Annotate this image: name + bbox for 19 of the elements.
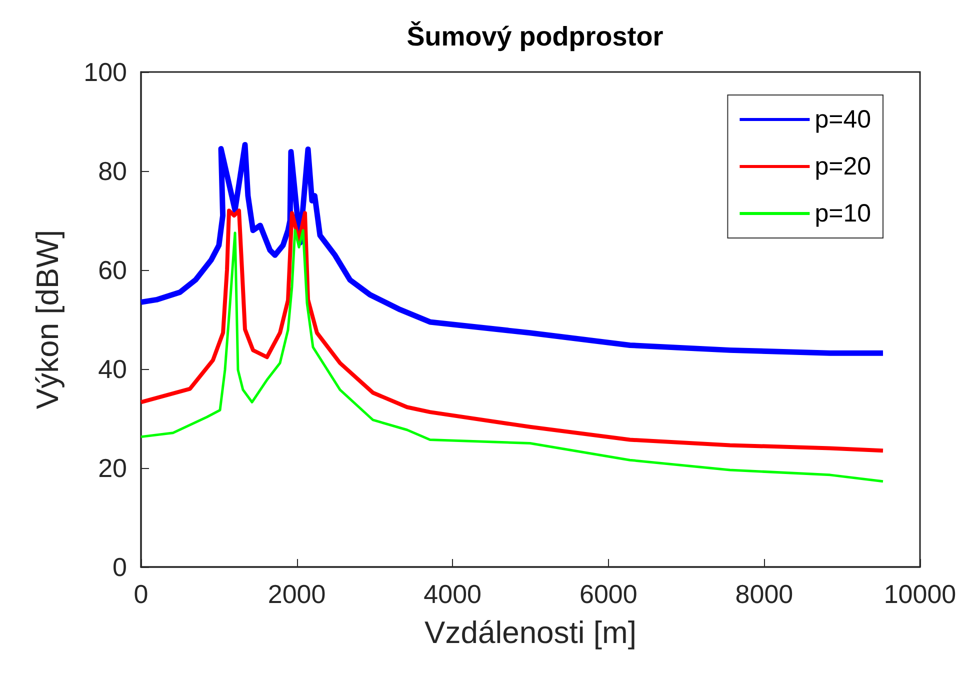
line-series [140, 229, 884, 483]
y-tick-label: 100 [84, 57, 127, 87]
legend-label: p=40 [814, 106, 871, 134]
legend-label: p=20 [814, 152, 871, 180]
x-axis-title: Vzdálenosti [m] [424, 615, 636, 650]
y-tick-label: 60 [98, 255, 127, 285]
x-tick-label: 0 [134, 579, 148, 609]
y-tick-label: 40 [98, 354, 127, 384]
x-tick-label: 8000 [735, 579, 794, 609]
y-tick-label: 0 [112, 552, 127, 582]
legend-label: p=10 [814, 200, 871, 228]
y-tick-label: 80 [98, 156, 127, 186]
chart-title: Šumový podprostor [406, 20, 664, 52]
y-tick-label: 20 [98, 453, 127, 483]
x-tick-label: 2000 [268, 579, 326, 609]
y-axis-title: Výkon [dBW] [30, 230, 65, 410]
x-tick-label: 6000 [579, 579, 638, 609]
x-tick-label: 4000 [424, 579, 482, 609]
x-tick-label: 10000 [884, 579, 956, 609]
